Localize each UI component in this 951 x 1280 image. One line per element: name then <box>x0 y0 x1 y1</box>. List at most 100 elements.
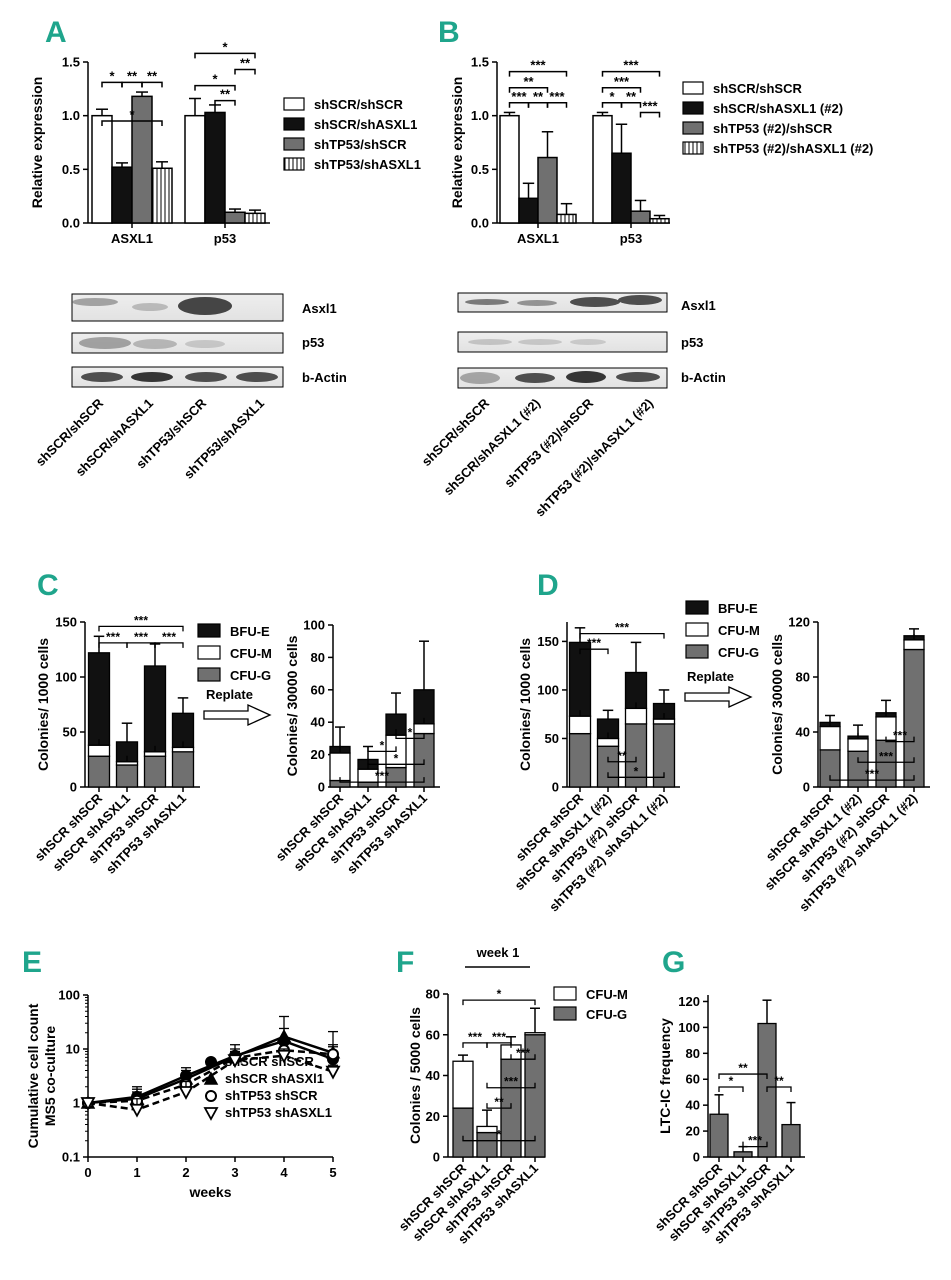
blot-band <box>566 371 606 383</box>
bar-segment <box>524 1032 546 1036</box>
bar-segment <box>733 1151 753 1158</box>
data-point <box>276 1049 292 1064</box>
legend-swatch <box>197 667 221 682</box>
bar <box>184 114 206 224</box>
blot-band <box>132 303 168 311</box>
legend-label: CFU-G <box>230 668 271 683</box>
significance-bracket <box>367 746 397 753</box>
legend-swatch <box>682 141 704 155</box>
data-point <box>276 1028 292 1043</box>
data-point <box>325 1065 341 1080</box>
y-tick-label: 1.0 <box>62 108 80 123</box>
blot-label-actin: b-Actin <box>681 370 726 385</box>
significance-bracket <box>194 52 256 59</box>
significance-marker: *** <box>504 1075 518 1089</box>
legend-swatch <box>283 97 305 111</box>
significance-marker: * <box>380 738 385 752</box>
y-tick-label: 100 <box>58 988 80 1003</box>
bar-segment <box>476 1125 498 1134</box>
y-tick-label: 1.5 <box>62 55 80 70</box>
bar-segment <box>452 1107 474 1158</box>
legend-swatch <box>685 644 709 659</box>
bar-segment <box>568 732 592 788</box>
significance-marker: *** <box>468 1030 482 1044</box>
significance-bracket <box>395 733 425 740</box>
bar <box>91 114 113 224</box>
significance-marker: *** <box>511 89 527 104</box>
significance-bracket <box>857 757 915 763</box>
legend-swatch <box>283 157 305 171</box>
x-tick-label: ASXL1 <box>111 231 153 246</box>
replate-arrow <box>203 703 272 727</box>
y-tick-label: 120 <box>788 615 810 630</box>
blot-band <box>81 372 123 382</box>
significance-marker: ** <box>127 68 138 83</box>
bar <box>556 213 577 224</box>
significance-marker: *** <box>748 1134 762 1148</box>
blot-band <box>465 299 509 305</box>
significance-marker: ** <box>738 1061 748 1075</box>
bar <box>224 211 246 224</box>
y-tick-label: 20 <box>686 1124 700 1139</box>
blot-band <box>236 372 278 382</box>
significance-bracket <box>607 756 637 763</box>
x-axis-label: weeks <box>188 1184 231 1200</box>
significance-marker: *** <box>516 1046 530 1060</box>
significance-bracket <box>579 648 609 655</box>
significance-marker: ** <box>147 68 158 83</box>
western-blot-A: Asxl1 p53 b-Actin shSCR/shSCR shSCR/shAS… <box>33 293 347 482</box>
blot-band <box>72 298 118 306</box>
western-blot-B: Asxl1 p53 b-Actin shSCR/shSCR shSCR/shAS… <box>419 292 726 520</box>
data-point <box>327 1048 339 1061</box>
blot-strip-actin <box>457 367 668 389</box>
y-tick-label: 50 <box>63 725 77 740</box>
legend-swatch <box>553 986 577 1001</box>
y-tick-label: 100 <box>537 682 559 697</box>
legend-swatch <box>283 117 305 131</box>
significance-bracket <box>98 625 184 632</box>
significance-bracket <box>101 120 163 127</box>
bar <box>537 156 558 224</box>
significance-marker: *** <box>879 749 893 763</box>
significance-bracket <box>579 632 665 639</box>
legend-swatch <box>682 121 704 135</box>
bar-segment <box>903 648 925 788</box>
significance-marker: *** <box>642 98 658 113</box>
bar-segment <box>596 737 620 747</box>
significance-marker: ** <box>617 749 627 763</box>
significance-bracket <box>829 775 915 781</box>
bar-segment <box>781 1123 801 1158</box>
chart-layer: 0.0 0.5 1.0 1.5 Relative expression ASXL1 p53 *… <box>25 39 930 1247</box>
data-point <box>227 1054 243 1069</box>
blot-band <box>79 337 131 349</box>
significance-marker: * <box>497 1128 502 1142</box>
bar-segment <box>903 639 925 651</box>
y-axis-label: Colonies/ 1000 cells <box>35 638 51 771</box>
significance-marker: * <box>634 764 639 778</box>
y-tick-label: 0.1 <box>62 1150 80 1165</box>
significance-marker: *** <box>865 767 879 781</box>
significance-bracket <box>508 70 568 77</box>
blot-band <box>178 297 232 315</box>
significance-marker: *** <box>615 621 629 635</box>
significance-marker: * <box>109 68 115 83</box>
legend-label: CFU-G <box>586 1007 627 1022</box>
blot-label-actin: b-Actin <box>302 370 347 385</box>
significance-bracket <box>639 111 661 118</box>
y-tick-label: 60 <box>686 1072 700 1087</box>
x-tick-label: 3 <box>231 1165 238 1180</box>
blot-label-p53: p53 <box>302 335 324 350</box>
significance-bracket <box>718 1073 768 1080</box>
significance-bracket <box>141 81 163 88</box>
significance-bracket <box>620 102 642 108</box>
significance-marker: *** <box>587 636 601 650</box>
significance-bracket <box>234 68 256 75</box>
blot-band <box>131 372 173 382</box>
significance-bracket <box>486 1082 536 1089</box>
legend-label: CFU-M <box>718 623 760 638</box>
blot-strip-p53 <box>457 331 668 353</box>
y-tick-label: 80 <box>426 987 440 1002</box>
significance-marker: *** <box>375 769 389 783</box>
legend-label: shTP53 shSCR <box>225 1088 318 1103</box>
